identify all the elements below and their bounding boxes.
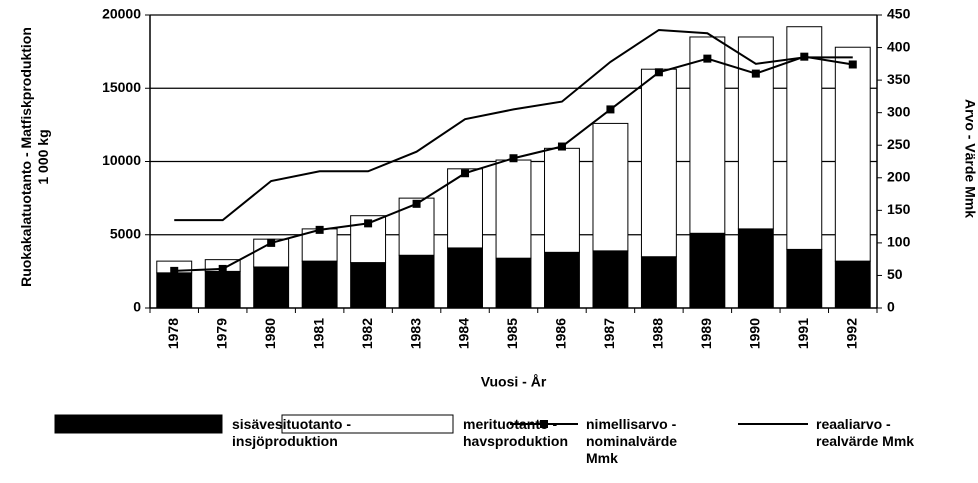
y2-tick-label: 450 xyxy=(887,6,911,22)
bar xyxy=(737,228,774,309)
line-marker xyxy=(848,60,857,69)
legend-swatch xyxy=(281,414,454,434)
line-marker xyxy=(654,68,663,77)
x-tick-label: 1979 xyxy=(213,318,229,349)
bar xyxy=(544,147,580,253)
x-tick-label: 1980 xyxy=(262,318,278,349)
bar xyxy=(156,272,193,309)
line xyxy=(174,28,853,222)
line-marker xyxy=(461,169,470,178)
x-tick-label: 1982 xyxy=(359,318,375,349)
bar xyxy=(253,266,290,309)
bar xyxy=(689,232,726,309)
x-tick-label: 1991 xyxy=(795,318,811,349)
line-marker xyxy=(557,142,566,151)
bar xyxy=(786,248,823,309)
x-tick-label: 1989 xyxy=(698,318,714,349)
x-tick-label: 1984 xyxy=(456,318,472,349)
y-tick-label: 0 xyxy=(133,299,141,315)
x-tick-label: 1992 xyxy=(843,318,859,349)
x-tick-label: 1988 xyxy=(650,318,666,349)
bar xyxy=(544,251,580,309)
line-marker xyxy=(606,105,615,114)
line-marker xyxy=(315,225,324,234)
bar xyxy=(495,159,532,259)
y2-tick-label: 150 xyxy=(887,201,911,217)
line-marker xyxy=(218,264,227,273)
line-marker xyxy=(170,266,179,275)
y2-tick-label: 200 xyxy=(887,168,911,184)
x-axis-label: Vuosi - År xyxy=(481,374,547,390)
y2-tick-label: 100 xyxy=(887,234,911,250)
y2-tick-label: 0 xyxy=(887,299,895,315)
y2-tick-label: 400 xyxy=(887,38,911,54)
line-marker xyxy=(751,69,760,78)
y-tick-label: 5000 xyxy=(110,225,141,241)
y-tick-label: 10000 xyxy=(102,152,141,168)
x-tick-label: 1978 xyxy=(165,318,181,349)
y2-tick-label: 350 xyxy=(887,71,911,87)
line-marker xyxy=(509,154,518,163)
y2-tick-label: 300 xyxy=(887,103,911,119)
line-marker xyxy=(703,54,712,63)
legend-label: reaaliarvo - realvärde Mmk xyxy=(816,416,915,449)
x-tick-label: 1986 xyxy=(553,318,569,349)
legend-label: nimellisarvo - nominalvärde Mmk xyxy=(586,416,678,466)
bar xyxy=(398,254,435,309)
y-tick-label: 20000 xyxy=(102,6,141,22)
y-axis-label: Ruokakalatuotanto - Matfiskproduktion 1 … xyxy=(18,27,51,287)
bar xyxy=(447,168,483,249)
y-tick-label: 15000 xyxy=(102,79,141,95)
line-marker xyxy=(364,219,373,228)
y2-axis-label: Arvo - Värde Mmk xyxy=(962,98,978,219)
bar xyxy=(592,250,629,309)
x-tick-label: 1987 xyxy=(601,318,617,349)
line-marker xyxy=(267,238,276,247)
bar xyxy=(689,36,726,234)
bar xyxy=(834,260,871,309)
x-tick-label: 1990 xyxy=(747,318,763,349)
bar xyxy=(350,262,387,309)
bar xyxy=(495,257,532,309)
bar xyxy=(301,260,338,309)
bar xyxy=(786,26,823,250)
legend-label: sisävesituotanto - insjöproduktion xyxy=(232,416,352,449)
legend-marker xyxy=(540,420,548,428)
x-tick-label: 1983 xyxy=(407,318,423,349)
bar xyxy=(640,256,677,309)
bar xyxy=(204,270,241,309)
y2-tick-label: 50 xyxy=(887,266,903,282)
legend-swatch xyxy=(54,414,223,434)
bar xyxy=(592,122,629,252)
y2-tick-label: 250 xyxy=(887,136,911,152)
bar xyxy=(640,68,677,258)
bar xyxy=(737,36,774,230)
legend-label: merituotanto - havsproduktion xyxy=(463,416,569,449)
bar xyxy=(447,247,483,309)
x-tick-label: 1981 xyxy=(310,318,326,349)
x-tick-label: 1985 xyxy=(504,318,520,349)
line-marker xyxy=(412,199,421,208)
bar xyxy=(834,46,871,262)
